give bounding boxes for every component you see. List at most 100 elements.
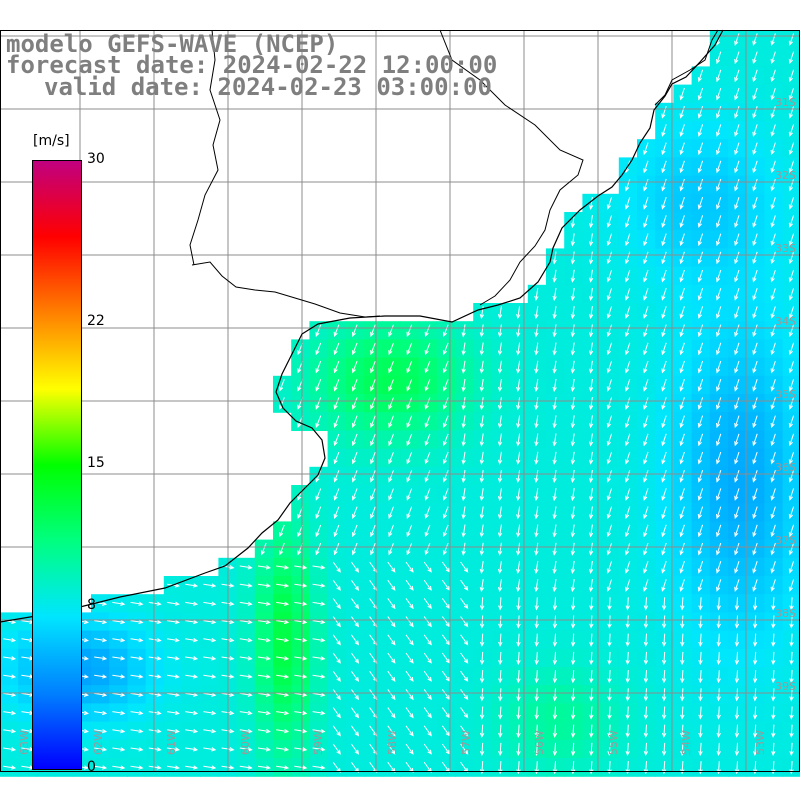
wind-arrow	[680, 670, 685, 684]
wind-arrow	[332, 725, 341, 737]
wind-arrow	[770, 87, 776, 101]
wind-arrow	[332, 616, 341, 628]
wind-arrow	[752, 670, 758, 684]
wind-arrow	[588, 215, 594, 229]
wind-arrow	[370, 379, 376, 392]
wind-arrow	[534, 469, 539, 483]
wind-arrow	[552, 597, 558, 611]
wind-arrow	[788, 470, 795, 483]
wind-arrow	[716, 742, 721, 757]
wind-arrow	[350, 689, 360, 701]
wind-arrow	[479, 688, 485, 702]
wind-arrow	[294, 674, 308, 679]
wind-arrow	[643, 561, 649, 574]
wind-arrow	[405, 725, 414, 737]
wind-arrow	[405, 743, 414, 755]
wind-arrow	[498, 670, 503, 684]
wind-arrow	[716, 506, 722, 520]
wind-arrow	[752, 397, 758, 410]
wind-arrow	[423, 561, 432, 573]
wind-arrow	[589, 651, 594, 666]
wind-arrow	[771, 670, 776, 684]
longitude-label: 59W	[312, 730, 326, 755]
wind-arrow	[239, 728, 253, 734]
wind-arrow	[752, 470, 758, 483]
longitude-label: 53W	[754, 730, 767, 755]
wind-arrow	[461, 342, 466, 356]
wind-arrow	[423, 598, 432, 610]
latitude-label: 38S	[775, 607, 796, 620]
wind-arrow	[534, 415, 539, 429]
wind-arrow	[770, 142, 776, 156]
wind-arrow	[3, 674, 17, 679]
wind-arrow	[752, 142, 758, 156]
wind-arrow	[276, 692, 290, 697]
wind-arrow	[607, 633, 612, 647]
wind-arrow	[661, 524, 667, 538]
wind-arrow	[350, 561, 360, 573]
wind-arrow	[239, 710, 253, 716]
wind-arrow	[734, 233, 740, 247]
wind-arrow	[441, 670, 451, 682]
wind-arrow	[625, 706, 630, 720]
wind-arrow	[643, 269, 649, 283]
wind-arrow	[570, 488, 576, 502]
wind-arrow	[643, 379, 649, 392]
wind-arrow	[424, 324, 431, 337]
wind-arrow	[697, 160, 704, 174]
wind-arrow	[606, 415, 613, 429]
wind-arrow	[516, 397, 521, 411]
wind-arrow	[716, 233, 722, 247]
wind-arrow	[312, 565, 326, 570]
wind-arrow	[276, 747, 290, 752]
wind-arrow	[351, 397, 358, 410]
wind-arrow	[661, 742, 667, 757]
wind-arrow	[752, 688, 758, 702]
wind-arrow	[734, 197, 740, 210]
wind-arrow	[516, 451, 521, 465]
wind-arrow	[570, 378, 576, 392]
wind-arrow	[570, 451, 576, 465]
wind-arrow	[130, 692, 144, 697]
wind-arrow	[479, 742, 485, 757]
wind-arrow	[294, 565, 308, 570]
wind-arrow	[625, 215, 631, 228]
wind-arrow	[239, 619, 253, 625]
wind-arrow	[497, 306, 503, 320]
wind-arrow	[332, 598, 341, 610]
wind-arrow	[498, 597, 503, 611]
wind-arrow	[679, 269, 685, 283]
wind-arrow	[498, 688, 503, 702]
wind-arrow	[406, 379, 413, 392]
colorbar	[32, 160, 82, 770]
wind-arrow	[770, 433, 776, 447]
wind-arrow	[424, 542, 431, 556]
wind-arrow	[788, 87, 795, 101]
wind-arrow	[534, 633, 539, 647]
wind-arrow	[625, 433, 631, 447]
river-border	[189, 29, 221, 266]
colorbar-tick-label: 0	[87, 759, 96, 775]
wind-arrow	[770, 178, 776, 192]
wind-arrow	[589, 724, 594, 738]
wind-arrow	[405, 707, 414, 719]
wind-arrow	[315, 342, 322, 356]
wind-arrow	[516, 579, 521, 593]
wind-arrow	[370, 324, 376, 337]
wind-arrow	[661, 160, 667, 174]
wind-arrow	[770, 542, 776, 556]
wind-arrow	[3, 728, 17, 734]
wind-arrow	[185, 637, 199, 643]
wind-arrow	[788, 33, 795, 46]
wind-arrow	[442, 415, 449, 428]
wind-arrow	[423, 689, 432, 701]
wind-arrow	[679, 288, 685, 301]
wind-arrow	[606, 470, 613, 483]
wind-arrow	[424, 360, 431, 374]
wind-arrow	[698, 633, 703, 647]
rio-de-la-plata-coast	[191, 261, 381, 318]
wind-arrow	[387, 707, 396, 719]
wind-arrow	[625, 633, 630, 647]
wind-arrow	[752, 451, 758, 465]
wind-arrow	[752, 87, 758, 101]
